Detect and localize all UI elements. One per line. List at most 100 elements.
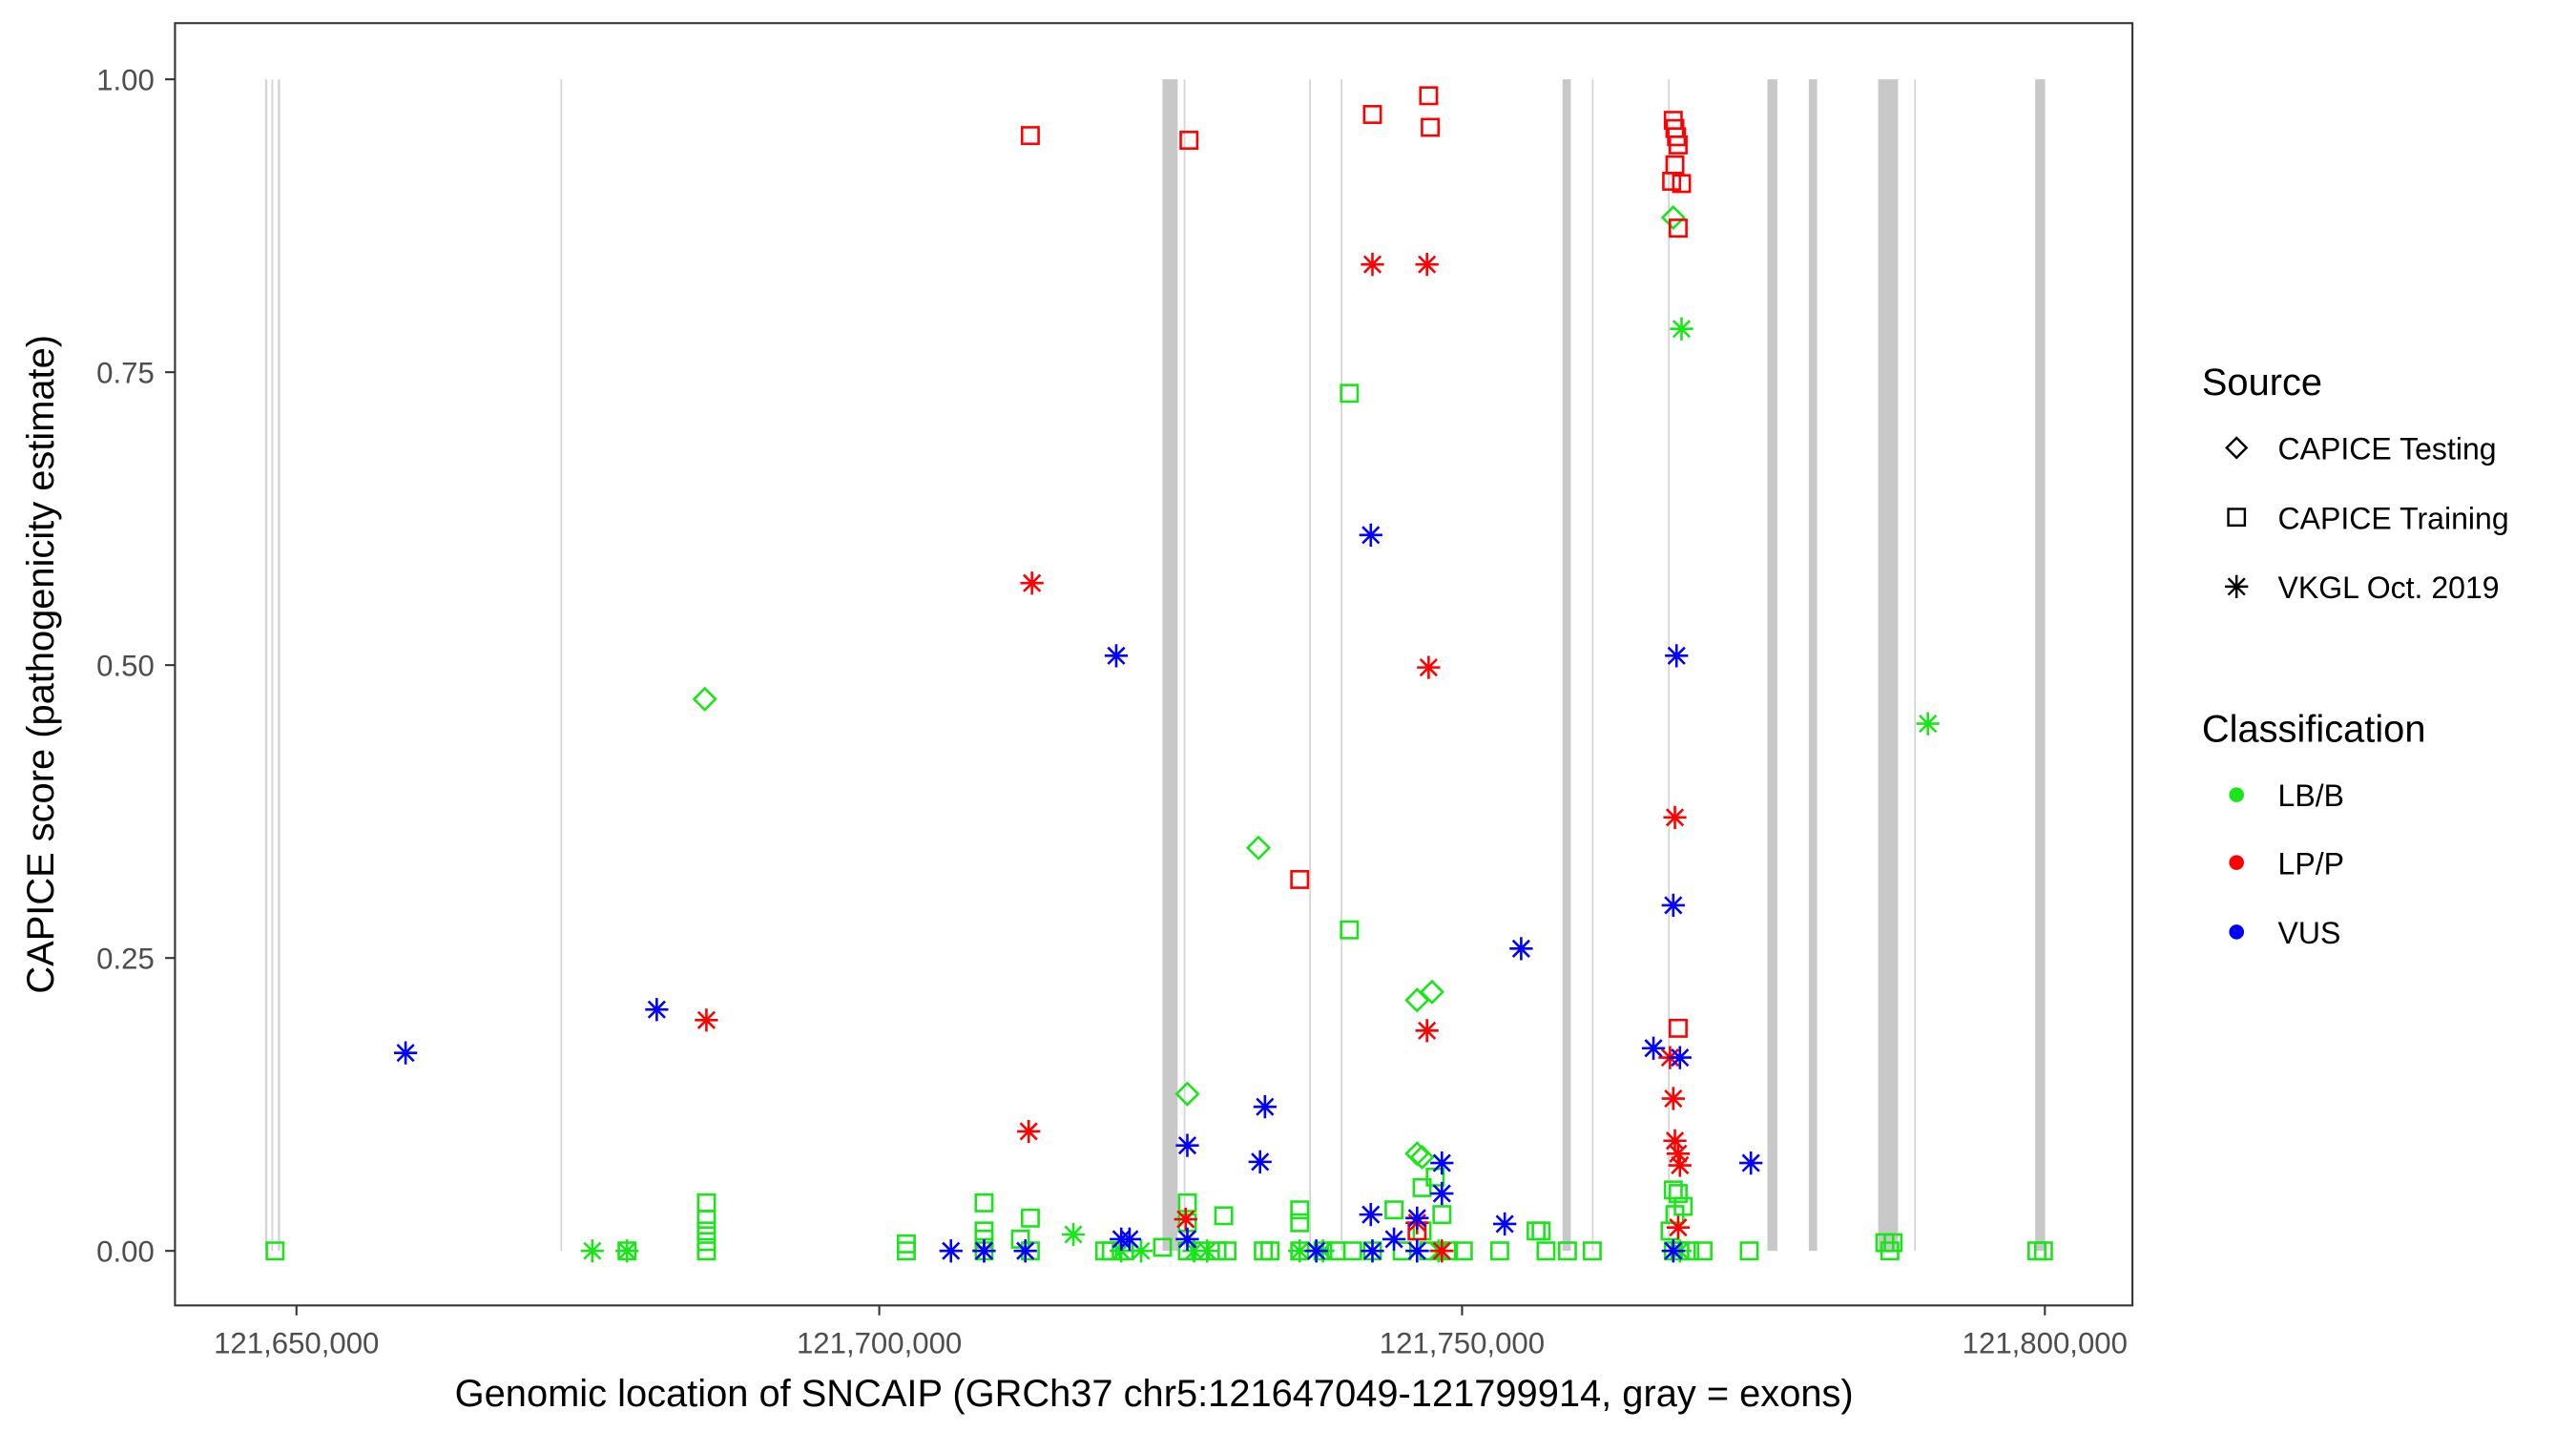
exon-band (1878, 79, 1899, 1252)
point-square (974, 1192, 994, 1213)
point-diamond (1245, 835, 1272, 861)
point-square (1693, 1241, 1713, 1261)
point-square (1153, 1237, 1173, 1257)
exon-band (1162, 79, 1178, 1252)
y-axis-title: CAPICE score (pathogenicity estimate) (20, 335, 62, 994)
point-square (1214, 1206, 1234, 1226)
point-asterisk (1668, 1153, 1692, 1177)
point-asterisk (1117, 1227, 1142, 1252)
point-square (1362, 105, 1382, 124)
point-asterisk (615, 1239, 639, 1263)
point-asterisk (1661, 893, 1685, 918)
point-asterisk (1663, 805, 1687, 829)
point-square (1020, 1208, 1040, 1228)
point-square (1177, 1192, 1197, 1213)
dot-icon (2229, 924, 2245, 940)
point-asterisk (1174, 1207, 1197, 1232)
legend-source-title: Source (2202, 362, 2322, 404)
point-square (1260, 1241, 1280, 1261)
point-asterisk (1175, 1227, 1199, 1252)
exon-band (2035, 79, 2046, 1252)
legend-label: VUS (2278, 916, 2341, 950)
point-diamond (1419, 979, 1445, 1005)
exon-band (1591, 79, 1594, 1252)
point-square (265, 1241, 285, 1261)
point-asterisk (580, 1239, 604, 1263)
point-square (1672, 174, 1692, 194)
diamond-icon (2225, 436, 2249, 460)
exon-band (1340, 79, 1343, 1252)
y-axis: 0.00 0.25 0.50 0.75 1.00 (96, 63, 176, 1268)
point-asterisk (1104, 644, 1129, 668)
x-axis-title: Genomic location of SNCAIP (GRCh37 chr5:… (455, 1373, 1854, 1415)
square-icon (2227, 508, 2247, 528)
legend-label: LB/B (2278, 778, 2344, 813)
point-asterisk (1493, 1212, 1517, 1236)
legend-label: VKGL Oct. 2019 (2278, 570, 2500, 605)
point-square (1880, 1241, 1900, 1261)
point-diamond (1409, 1144, 1435, 1171)
point-asterisk (1361, 253, 1384, 277)
point-square (1340, 384, 1360, 404)
point-square (1668, 1184, 1688, 1203)
point-square (696, 1241, 717, 1261)
exon-band (1183, 79, 1186, 1252)
point-asterisk (1663, 1129, 1687, 1152)
exon-band (560, 79, 563, 1252)
legend-classification-title: Classification (2202, 709, 2426, 751)
point-asterisk (1661, 1087, 1685, 1110)
y-tick-label: 0.25 (96, 942, 155, 975)
point-square (1673, 1196, 1693, 1216)
point-asterisk (1182, 1239, 1206, 1263)
legend-label: CAPICE Testing (2278, 432, 2497, 467)
point-square (1432, 1205, 1452, 1225)
point-asterisk (1665, 644, 1689, 668)
point-square (696, 1221, 717, 1241)
point-asterisk (1110, 1239, 1133, 1263)
y-tick-label: 1.00 (96, 63, 155, 96)
point-square (1582, 1241, 1602, 1261)
exon-band (264, 79, 268, 1252)
point-asterisk (1405, 1239, 1429, 1263)
point-asterisk (1359, 1203, 1382, 1227)
point-asterisk (1430, 1151, 1454, 1175)
point-square (1290, 1213, 1310, 1233)
point-square (1412, 1177, 1432, 1197)
data-points (265, 86, 2053, 1263)
exon-bands (264, 79, 2046, 1252)
exon-band (1914, 79, 1917, 1252)
point-asterisk (1430, 1181, 1454, 1206)
point-asterisk (1253, 1095, 1277, 1119)
point-square (1668, 1018, 1688, 1038)
exon-band (1808, 79, 1818, 1252)
point-square (1421, 117, 1441, 137)
point-asterisk (1641, 1036, 1666, 1060)
x-tick-label: 121,700,000 (797, 1327, 962, 1360)
point-square (1489, 1241, 1509, 1261)
point-asterisk (1666, 1142, 1691, 1166)
y-tick-label: 0.75 (96, 356, 155, 389)
legend-item-capice-testing: CAPICE Testing (2225, 432, 2497, 467)
point-square (896, 1241, 916, 1261)
point-square (696, 1210, 717, 1230)
point-asterisk (1020, 571, 1044, 595)
legend-item-capice-training: CAPICE Training (2227, 501, 2509, 535)
point-square (1662, 172, 1682, 191)
point-square (1179, 131, 1199, 150)
point-asterisk (1195, 1239, 1219, 1263)
point-asterisk (1248, 1150, 1272, 1173)
point-asterisk (1739, 1151, 1763, 1175)
legend-label: LP/P (2278, 846, 2344, 881)
point-asterisk (1916, 712, 1940, 736)
asterisk-icon (2225, 574, 2249, 599)
point-square (1663, 1180, 1683, 1200)
point-asterisk (1129, 1239, 1153, 1263)
point-asterisk (1361, 1239, 1384, 1263)
dot-icon (2229, 787, 2245, 802)
point-asterisk (1405, 1206, 1429, 1230)
point-diamond (1174, 1081, 1200, 1107)
point-square (1419, 86, 1439, 106)
point-asterisk (1415, 253, 1439, 277)
legend-item-vus: VUS (2229, 916, 2340, 950)
